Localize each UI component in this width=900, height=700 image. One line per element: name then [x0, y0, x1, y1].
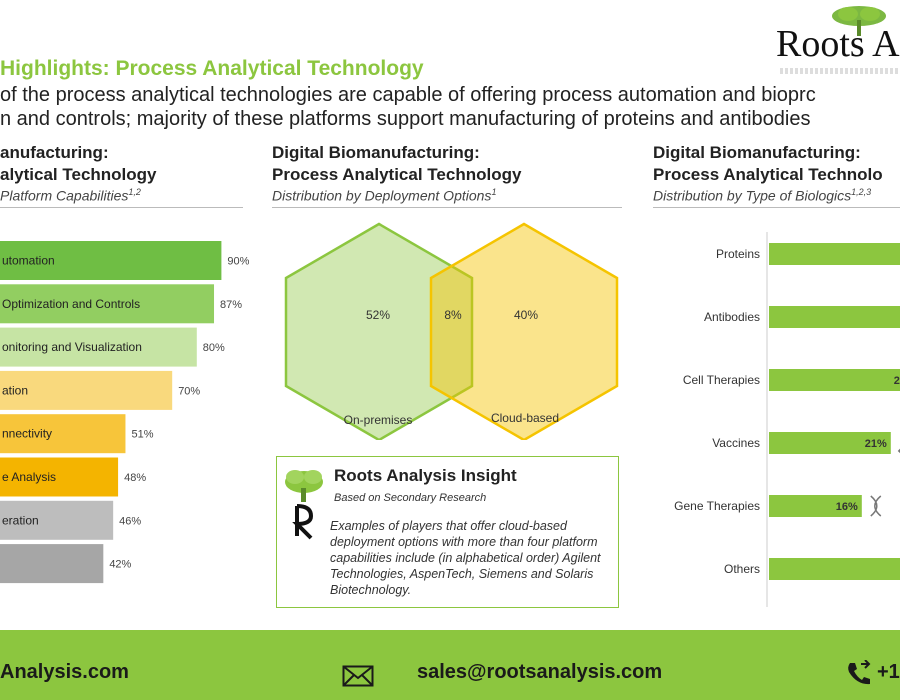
- panel3-divider: [653, 207, 900, 208]
- capability-label: onitoring and Visualization: [2, 340, 142, 354]
- footer-email[interactable]: sales@rootsanalysis.com: [417, 661, 663, 683]
- panel3-title-line1: Digital Biomanufacturing:: [653, 143, 861, 162]
- capability-label: e Analysis: [2, 470, 56, 484]
- capability-label: Optimization and Controls: [2, 297, 140, 311]
- logo-text: Roots A: [776, 23, 900, 65]
- deployment-venn-chart: 52% 8% 40% On-premises Cloud-based: [284, 222, 619, 440]
- insight-title: Roots Analysis Insight: [334, 466, 517, 485]
- capability-bar: [0, 544, 104, 584]
- page-title: Highlights: Process Analytical Technolog…: [0, 57, 424, 80]
- capability-label: ation: [2, 383, 28, 397]
- phone-icon: [848, 660, 871, 685]
- insight-box: [276, 456, 619, 608]
- panel2-title-line2: Process Analytical Technology: [272, 165, 522, 184]
- capability-value-label: 42%: [109, 559, 131, 571]
- biologic-bar: [769, 432, 891, 454]
- cloud-based-value-label: 40%: [514, 308, 538, 322]
- footer-website[interactable]: Analysis.com: [0, 661, 129, 683]
- cloud-based-hexagon: [429, 222, 619, 440]
- capability-value-label: 87%: [220, 299, 242, 311]
- biologic-bar: [769, 495, 862, 517]
- capability-value-label: 46%: [119, 515, 141, 527]
- capabilities-bar-chart: utomation 90% Optimization and Controls 87%…: [0, 241, 250, 584]
- capability-bar: [0, 370, 173, 410]
- capability-bar: [0, 414, 126, 454]
- biologic-bar: [769, 558, 900, 580]
- overlap-value-label: 8%: [444, 308, 462, 322]
- biologic-value-label: 16%: [836, 501, 858, 513]
- capability-value-label: 70%: [178, 385, 200, 397]
- panel1-subtitle: Platform Capabilities1,2: [0, 187, 141, 204]
- page-subtitle-line2: n and controls; majority of these platfo…: [0, 108, 811, 130]
- biologic-value-label: 21%: [865, 438, 887, 450]
- capability-bar: [0, 241, 222, 280]
- biologic-category-label: Others: [724, 562, 760, 576]
- capability-bar: [0, 284, 215, 324]
- panel2-subtitle: Distribution by Deployment Options1: [272, 187, 497, 204]
- panel3-subtitle: Distribution by Type of Biologics1,2,3: [653, 187, 872, 204]
- dna-icon: [870, 495, 882, 517]
- biologic-category-label: Antibodies: [704, 310, 760, 324]
- panel2-divider: [272, 207, 622, 208]
- envelope-icon: [342, 665, 374, 687]
- panel3-title-line2: Process Analytical Technolo: [653, 165, 883, 184]
- insight-logo-icon: [285, 470, 323, 540]
- panel2-title-line1: Digital Biomanufacturing:: [272, 143, 480, 162]
- biologic-bar: [769, 369, 900, 391]
- biologic-value-label: 26%: [894, 375, 900, 387]
- capability-value-label: 80%: [203, 342, 225, 354]
- capability-bar: [0, 500, 114, 540]
- panel1-title-line1: anufacturing:: [0, 143, 109, 162]
- on-premises-hexagon: [284, 222, 474, 440]
- footer-phone[interactable]: +1: [877, 661, 900, 683]
- capability-bar: [0, 457, 119, 497]
- capability-label: utomation: [2, 254, 55, 268]
- capability-value-label: 90%: [227, 256, 249, 268]
- capability-bar: [0, 327, 197, 367]
- insight-basis: Based on Secondary Research: [334, 492, 487, 504]
- biologic-category-label: Vaccines: [712, 436, 760, 450]
- capability-label: nnectivity: [2, 427, 52, 441]
- capability-label: eration: [2, 513, 39, 527]
- biologic-bar: [769, 243, 900, 265]
- logo-tagline: [780, 68, 900, 74]
- biologic-category-label: Gene Therapies: [674, 499, 760, 513]
- biologic-category-label: Cell Therapies: [683, 373, 760, 387]
- biologic-bar: [769, 306, 900, 328]
- on-premises-legend-label: On-premises: [344, 413, 413, 427]
- logo-tree-icon: [832, 6, 886, 36]
- on-premises-value-label: 52%: [366, 308, 390, 322]
- capability-value-label: 48%: [124, 472, 146, 484]
- cloud-based-legend-label: Cloud-based: [491, 411, 559, 425]
- footer-bar: [0, 630, 900, 700]
- biologic-category-label: Proteins: [716, 247, 760, 261]
- biologics-bar-chart: Proteins Antibodies Cell Therapies 26% Vacci…: [674, 232, 900, 607]
- page-subtitle-line1: of the process analytical technologies a…: [0, 84, 816, 106]
- capability-value-label: 51%: [131, 429, 153, 441]
- panel1-title-line2: alytical Technology: [0, 165, 157, 184]
- panel1-divider: [0, 207, 243, 208]
- insight-body: Examples of players that offer cloud-bas…: [330, 519, 601, 597]
